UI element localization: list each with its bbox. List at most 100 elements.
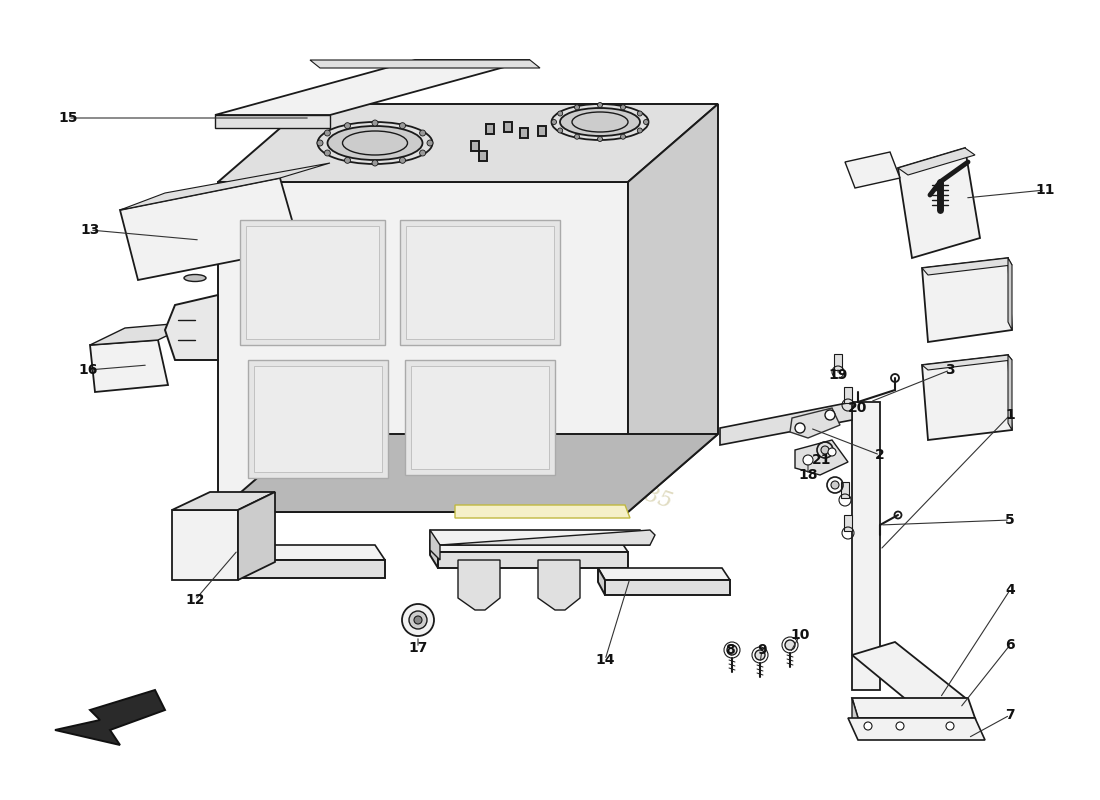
- Polygon shape: [120, 178, 300, 280]
- Text: 21: 21: [812, 453, 832, 467]
- Text: 5: 5: [1005, 513, 1015, 527]
- Circle shape: [864, 722, 872, 730]
- Circle shape: [620, 134, 626, 139]
- Text: 18: 18: [799, 468, 817, 482]
- Circle shape: [574, 105, 580, 110]
- Circle shape: [344, 122, 351, 129]
- Polygon shape: [246, 226, 380, 339]
- Circle shape: [644, 119, 649, 125]
- Circle shape: [399, 158, 406, 163]
- Polygon shape: [430, 540, 628, 552]
- Polygon shape: [1008, 258, 1012, 330]
- Circle shape: [755, 650, 764, 660]
- Circle shape: [372, 120, 378, 126]
- Text: 17: 17: [408, 641, 428, 655]
- Text: 9: 9: [757, 643, 767, 657]
- Polygon shape: [605, 580, 730, 595]
- Polygon shape: [852, 642, 968, 715]
- Polygon shape: [430, 530, 440, 560]
- Polygon shape: [844, 515, 852, 531]
- Polygon shape: [55, 690, 165, 745]
- Circle shape: [558, 111, 563, 116]
- Polygon shape: [1008, 355, 1012, 430]
- Polygon shape: [172, 492, 275, 510]
- Text: 6: 6: [1005, 638, 1015, 652]
- Polygon shape: [922, 355, 1012, 370]
- Polygon shape: [90, 340, 168, 392]
- Circle shape: [402, 604, 434, 636]
- Polygon shape: [165, 295, 218, 360]
- Ellipse shape: [560, 108, 640, 136]
- Polygon shape: [438, 552, 628, 568]
- Circle shape: [727, 645, 737, 655]
- Polygon shape: [214, 60, 530, 115]
- Circle shape: [597, 137, 603, 142]
- Ellipse shape: [184, 274, 206, 282]
- Circle shape: [427, 140, 433, 146]
- Polygon shape: [922, 258, 1012, 275]
- Text: 19: 19: [828, 368, 848, 382]
- Circle shape: [821, 446, 829, 454]
- Polygon shape: [120, 163, 330, 210]
- Text: 12: 12: [185, 593, 205, 607]
- Polygon shape: [406, 226, 554, 339]
- Text: 16: 16: [78, 363, 98, 377]
- Polygon shape: [228, 545, 238, 578]
- Polygon shape: [520, 128, 528, 138]
- Polygon shape: [458, 560, 500, 610]
- Polygon shape: [238, 492, 275, 580]
- Polygon shape: [598, 568, 605, 595]
- Polygon shape: [898, 148, 980, 258]
- Polygon shape: [834, 354, 842, 370]
- Polygon shape: [898, 148, 975, 175]
- Polygon shape: [478, 151, 487, 161]
- Polygon shape: [848, 718, 984, 740]
- Circle shape: [317, 140, 323, 146]
- Polygon shape: [90, 322, 195, 345]
- Text: EUROs: EUROs: [409, 310, 711, 470]
- Circle shape: [414, 616, 422, 624]
- Polygon shape: [471, 141, 478, 151]
- Circle shape: [324, 130, 330, 136]
- Polygon shape: [214, 115, 330, 128]
- Text: 8: 8: [725, 643, 735, 657]
- Circle shape: [637, 128, 642, 133]
- Polygon shape: [538, 560, 580, 610]
- Circle shape: [419, 150, 426, 156]
- Polygon shape: [795, 440, 848, 475]
- Polygon shape: [440, 530, 654, 545]
- Polygon shape: [411, 366, 549, 469]
- Circle shape: [825, 410, 835, 420]
- Polygon shape: [845, 152, 900, 188]
- Circle shape: [558, 128, 563, 133]
- Polygon shape: [218, 182, 628, 512]
- Polygon shape: [858, 718, 975, 730]
- Text: 2: 2: [876, 448, 884, 462]
- Text: 1: 1: [1005, 408, 1015, 422]
- Text: 11: 11: [1035, 183, 1055, 197]
- Circle shape: [409, 611, 427, 629]
- Text: 15: 15: [58, 111, 78, 125]
- Polygon shape: [430, 530, 650, 545]
- Circle shape: [551, 119, 557, 125]
- Circle shape: [324, 150, 330, 156]
- Polygon shape: [852, 402, 880, 690]
- Polygon shape: [405, 360, 556, 475]
- Circle shape: [795, 423, 805, 433]
- Polygon shape: [504, 122, 512, 132]
- Polygon shape: [238, 560, 385, 578]
- Polygon shape: [852, 698, 975, 718]
- Circle shape: [372, 160, 378, 166]
- Polygon shape: [310, 60, 540, 68]
- Text: a passion for parts since 1985: a passion for parts since 1985: [345, 387, 675, 513]
- Circle shape: [419, 130, 426, 136]
- Text: 3: 3: [945, 363, 955, 377]
- Text: 20: 20: [848, 401, 868, 415]
- Polygon shape: [538, 126, 546, 136]
- Polygon shape: [790, 408, 840, 438]
- Text: 13: 13: [80, 223, 100, 237]
- Circle shape: [785, 640, 795, 650]
- Polygon shape: [852, 698, 858, 730]
- Circle shape: [597, 102, 603, 107]
- Polygon shape: [455, 505, 630, 518]
